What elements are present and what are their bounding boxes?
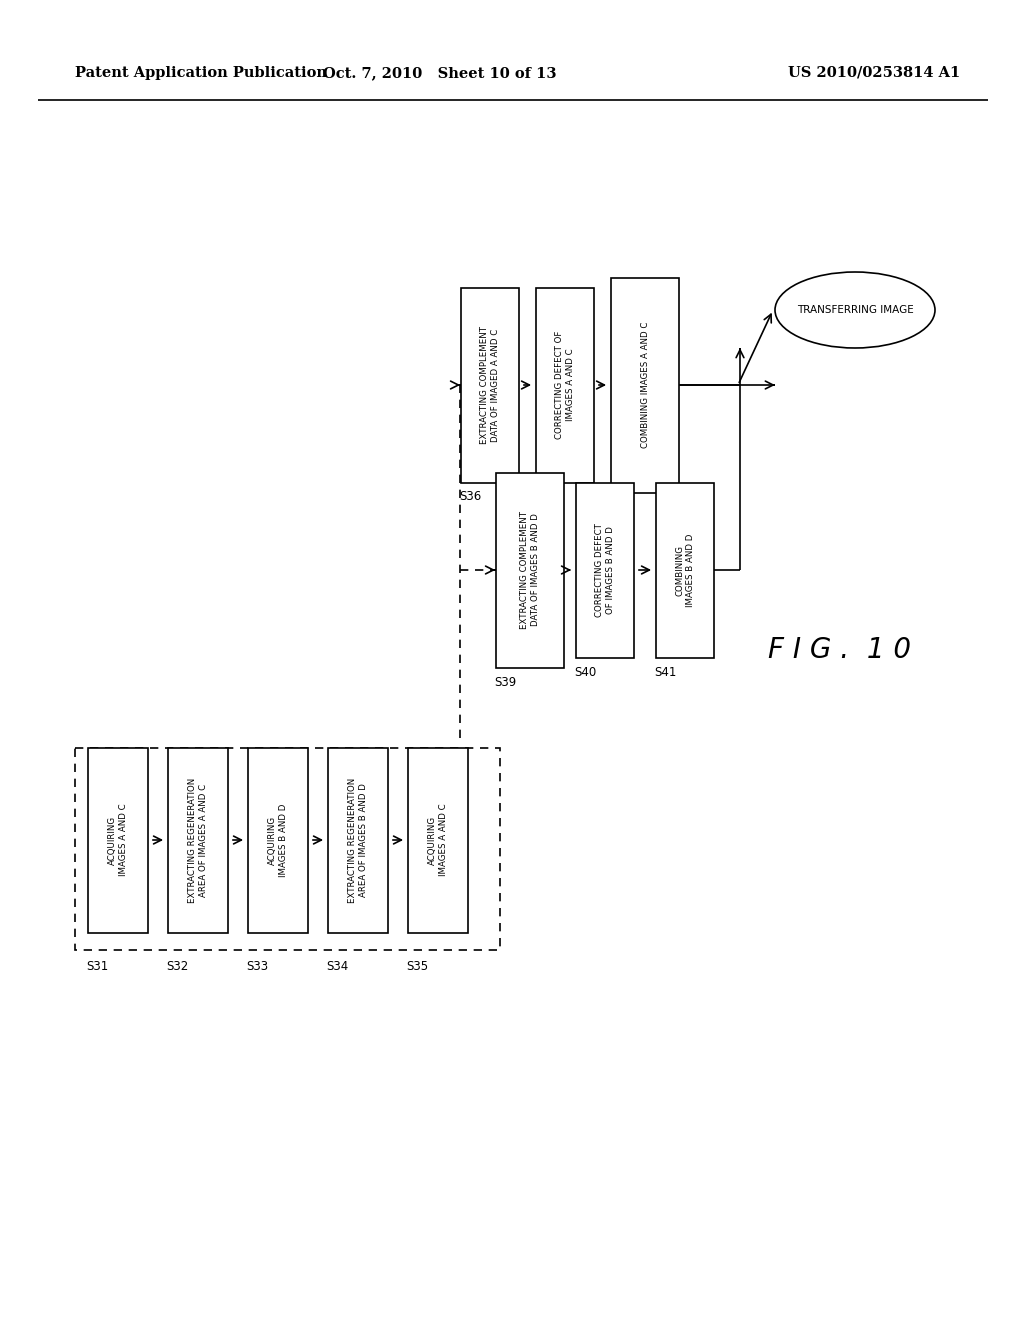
Text: COMBINING IMAGES A AND C: COMBINING IMAGES A AND C [640, 322, 649, 449]
Text: S40: S40 [574, 665, 596, 678]
Text: CORRECTING DEFECT OF
IMAGES A AND C: CORRECTING DEFECT OF IMAGES A AND C [555, 331, 574, 440]
Text: Patent Application Publication: Patent Application Publication [75, 66, 327, 81]
FancyBboxPatch shape [328, 747, 388, 932]
Text: S38: S38 [609, 500, 631, 513]
Text: CORRECTING DEFECT
OF IMAGES B AND D: CORRECTING DEFECT OF IMAGES B AND D [595, 523, 614, 616]
Text: EXTRACTING REGENERATION
AREA OF IMAGES A AND C: EXTRACTING REGENERATION AREA OF IMAGES A… [188, 777, 208, 903]
Text: S36: S36 [459, 491, 481, 503]
Text: S31: S31 [86, 960, 109, 973]
Text: S33: S33 [246, 960, 268, 973]
Text: ACQUIRING
IMAGES B AND D: ACQUIRING IMAGES B AND D [268, 804, 288, 876]
Text: COMBINING
IMAGES B AND D: COMBINING IMAGES B AND D [675, 533, 694, 607]
Text: F I G .  1 0: F I G . 1 0 [768, 636, 911, 664]
Text: S32: S32 [166, 960, 188, 973]
Text: EXTRACTING COMPLEMENT
DATA OF IMAGES B AND D: EXTRACTING COMPLEMENT DATA OF IMAGES B A… [520, 511, 540, 630]
Text: S41: S41 [654, 665, 677, 678]
FancyBboxPatch shape [575, 483, 634, 657]
FancyBboxPatch shape [88, 747, 148, 932]
FancyBboxPatch shape [461, 288, 519, 483]
Text: Oct. 7, 2010   Sheet 10 of 13: Oct. 7, 2010 Sheet 10 of 13 [324, 66, 557, 81]
Text: US 2010/0253814 A1: US 2010/0253814 A1 [787, 66, 961, 81]
Text: S35: S35 [406, 960, 428, 973]
Text: ACQUIRING
IMAGES A AND C: ACQUIRING IMAGES A AND C [109, 804, 128, 876]
FancyBboxPatch shape [408, 747, 468, 932]
Text: S39: S39 [494, 676, 516, 689]
Text: EXTRACTING REGENERATION
AREA OF IMAGES B AND D: EXTRACTING REGENERATION AREA OF IMAGES B… [348, 777, 368, 903]
FancyBboxPatch shape [168, 747, 228, 932]
Text: S34: S34 [326, 960, 348, 973]
FancyBboxPatch shape [611, 277, 679, 492]
Ellipse shape [775, 272, 935, 348]
FancyBboxPatch shape [248, 747, 308, 932]
Text: S37: S37 [534, 491, 556, 503]
Text: ACQUIRING
IMAGES A AND C: ACQUIRING IMAGES A AND C [428, 804, 447, 876]
FancyBboxPatch shape [656, 483, 714, 657]
Text: EXTRACTING COMPLEMENT
DATA OF IMAGED A AND C: EXTRACTING COMPLEMENT DATA OF IMAGED A A… [480, 326, 500, 444]
FancyBboxPatch shape [496, 473, 564, 668]
FancyBboxPatch shape [536, 288, 594, 483]
Text: TRANSFERRING IMAGE: TRANSFERRING IMAGE [797, 305, 913, 315]
